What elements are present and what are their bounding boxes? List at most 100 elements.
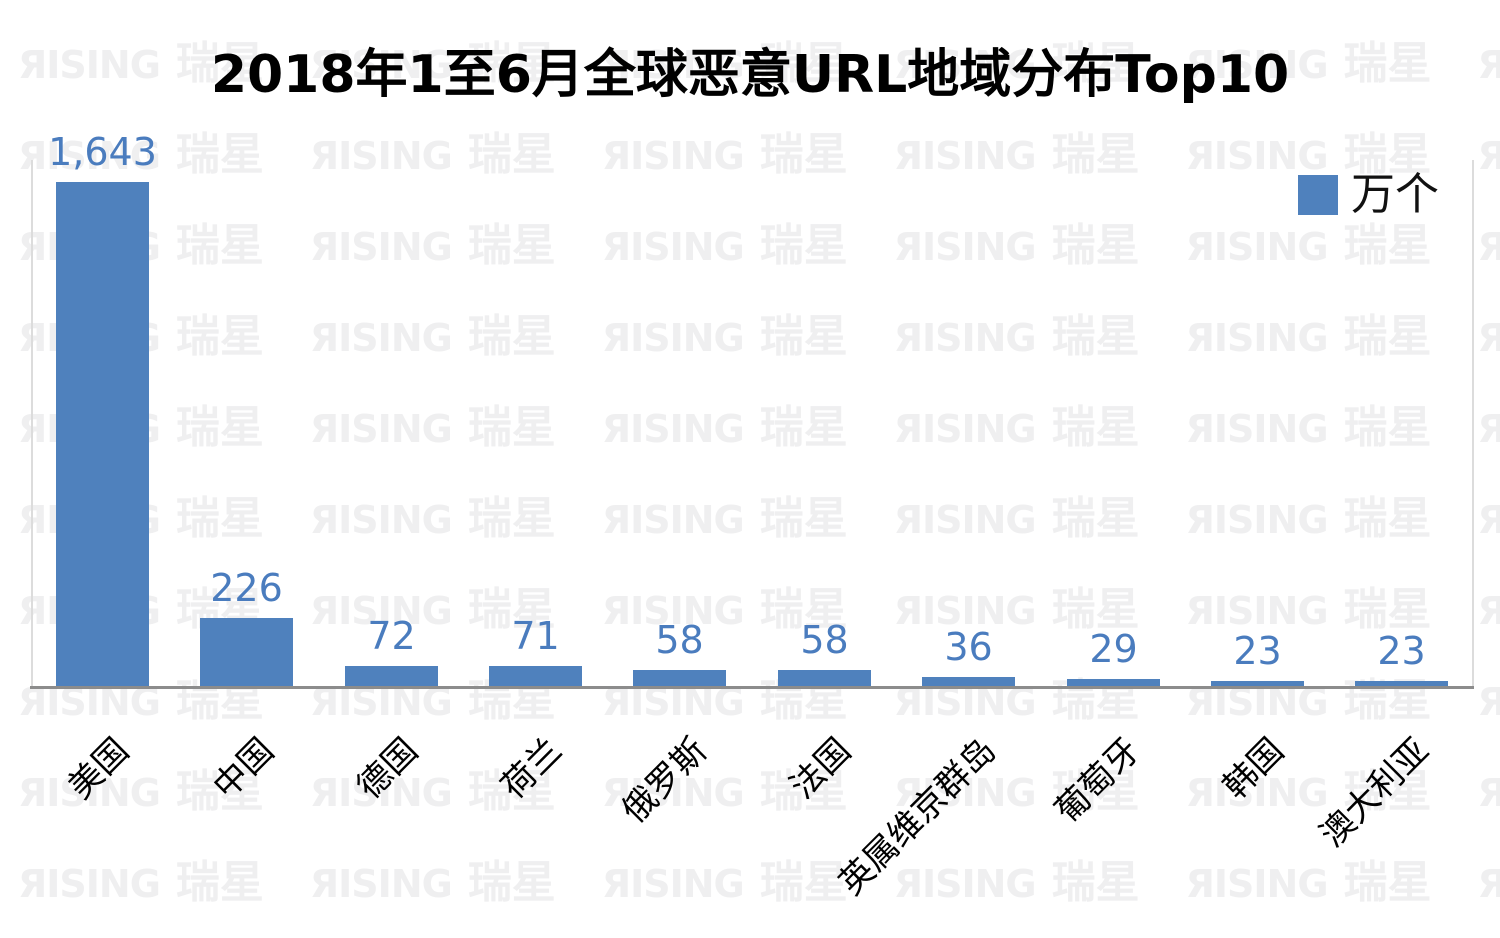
rising-logo-cn: 瑞星 — [175, 311, 264, 362]
rising-logo-watermark-row: ЯISING 瑞星 ЯISING 瑞星 ЯISING 瑞星 ЯISING 瑞星 ЯISING 瑞星… — [18, 404, 1500, 452]
rising-logo-text: ЯISING — [1185, 407, 1329, 451]
rising-logo-cn: 瑞星 — [1343, 129, 1432, 180]
rising-logo-cn: 瑞星 — [175, 220, 264, 271]
rising-logo-watermark-row: ЯISING 瑞星 ЯISING 瑞星 ЯISING 瑞星 ЯISING 瑞星 ЯISING 瑞星… — [18, 859, 1500, 907]
rising-logo-cn: 瑞星 — [1051, 220, 1140, 271]
rising-logo-text: ЯISING — [1477, 225, 1500, 269]
rising-logo-text: ЯISING — [1477, 589, 1500, 633]
bar-value-label: 58 — [800, 618, 849, 662]
plot-border-left — [31, 160, 33, 687]
rising-logo-text: ЯISING — [601, 498, 745, 542]
rising-logo-text: ЯISING — [1477, 316, 1500, 360]
rising-logo-text: ЯISING — [893, 862, 1037, 906]
rising-logo-text: ЯISING — [1185, 225, 1329, 269]
rising-logo-cn: 瑞星 — [467, 857, 556, 908]
bar-葡萄牙 — [1067, 679, 1160, 688]
rising-logo-text: ЯISING — [1185, 589, 1329, 633]
rising-logo-cn: 瑞星 — [759, 493, 848, 544]
rising-logo-cn: 瑞星 — [175, 493, 264, 544]
rising-logo-cn: 瑞星 — [467, 311, 556, 362]
rising-logo-text: ЯISING — [1477, 862, 1500, 906]
rising-logo-cn: 瑞星 — [467, 584, 556, 635]
rising-logo-cn: 瑞星 — [467, 220, 556, 271]
rising-logo-text: ЯISING — [601, 589, 745, 633]
bar-value-label: 1,643 — [48, 130, 157, 174]
rising-logo-cn: 瑞星 — [1343, 402, 1432, 453]
rising-logo-cn: 瑞星 — [759, 584, 848, 635]
legend: 万个 — [1298, 173, 1439, 217]
rising-logo-text: ЯISING — [1185, 862, 1329, 906]
rising-logo-text: ЯISING — [601, 43, 745, 87]
rising-logo-cn: 瑞星 — [1051, 129, 1140, 180]
rising-logo-text: ЯISING — [601, 771, 745, 815]
rising-logo-text: ЯISING — [893, 771, 1037, 815]
x-axis-line — [30, 686, 1474, 689]
rising-logo-watermark-row: ЯISING 瑞星 ЯISING 瑞星 ЯISING 瑞星 ЯISING 瑞星 ЯISING 瑞星… — [18, 40, 1500, 88]
rising-logo-cn: 瑞星 — [1343, 584, 1432, 635]
rising-logo-text: ЯISING — [309, 407, 453, 451]
bar-value-label: 36 — [944, 625, 993, 669]
rising-logo-text: ЯISING — [18, 43, 161, 87]
rising-logo-cn: 瑞星 — [1343, 766, 1432, 817]
rising-logo-watermark-row: ЯISING 瑞星 ЯISING 瑞星 ЯISING 瑞星 ЯISING 瑞星 ЯISING 瑞星… — [18, 768, 1500, 816]
rising-logo-cn: 瑞星 — [175, 766, 264, 817]
rising-logo-text: ЯISING — [1477, 680, 1500, 724]
rising-logo-text: ЯISING — [601, 134, 745, 178]
rising-logo-text: ЯISING — [893, 316, 1037, 360]
rising-logo-cn: 瑞星 — [1343, 38, 1432, 89]
rising-logo-cn: 瑞星 — [759, 857, 848, 908]
legend-label: 万个 — [1351, 169, 1439, 220]
bar-value-label: 23 — [1377, 629, 1426, 673]
rising-logo-text: ЯISING — [309, 862, 453, 906]
rising-logo-cn: 瑞星 — [175, 129, 264, 180]
rising-logo-text: ЯISING — [1185, 498, 1329, 542]
rising-logo-cn: 瑞星 — [1343, 220, 1432, 271]
rising-logo-cn: 瑞星 — [759, 220, 848, 271]
rising-logo-text: ЯISING — [18, 862, 161, 906]
rising-logo-text: ЯISING — [601, 225, 745, 269]
rising-logo-cn: 瑞星 — [1051, 402, 1140, 453]
rising-logo-text: ЯISING — [18, 134, 161, 178]
rising-logo-cn: 瑞星 — [759, 766, 848, 817]
rising-logo-cn: 瑞星 — [1343, 493, 1432, 544]
rising-logo-text: ЯISING — [893, 134, 1037, 178]
rising-logo-text: ЯISING — [309, 134, 453, 178]
rising-logo-text: ЯISING — [1185, 134, 1329, 178]
bar-value-label: 29 — [1089, 627, 1138, 671]
rising-logo-text: ЯISING — [1185, 43, 1329, 87]
rising-logo-cn: 瑞星 — [1051, 311, 1140, 362]
rising-logo-text: ЯISING — [1477, 771, 1500, 815]
bar-value-label: 72 — [367, 614, 416, 658]
bar-美国 — [56, 182, 149, 688]
rising-logo-text: ЯISING — [309, 316, 453, 360]
rising-logo-text: ЯISING — [309, 589, 453, 633]
rising-logo-cn: 瑞星 — [467, 129, 556, 180]
rising-logo-cn: 瑞星 — [1051, 493, 1140, 544]
rising-logo-text: ЯISING — [1185, 316, 1329, 360]
rising-logo-cn: 瑞星 — [175, 857, 264, 908]
bar-英属维京群岛 — [922, 677, 1015, 688]
rising-logo-cn: 瑞星 — [1343, 857, 1432, 908]
bar-俄罗斯 — [633, 670, 726, 688]
rising-logo-watermark-row: ЯISING 瑞星 ЯISING 瑞星 ЯISING 瑞星 ЯISING 瑞星 ЯISING 瑞星… — [18, 495, 1500, 543]
rising-logo-text: ЯISING — [18, 771, 161, 815]
rising-logo-text: ЯISING — [1185, 771, 1329, 815]
rising-logo-text: ЯISING — [1477, 407, 1500, 451]
rising-logo-cn: 瑞星 — [175, 402, 264, 453]
bar-法国 — [778, 670, 871, 688]
rising-logo-cn: 瑞星 — [759, 38, 848, 89]
bar-value-label: 23 — [1233, 629, 1282, 673]
plot-border-right — [1472, 160, 1474, 687]
rising-logo-cn: 瑞星 — [1343, 311, 1432, 362]
rising-logo-cn: 瑞星 — [467, 38, 556, 89]
rising-logo-text: ЯISING — [309, 771, 453, 815]
rising-logo-text: ЯISING — [309, 43, 453, 87]
rising-logo-cn: 瑞星 — [1051, 857, 1140, 908]
bar-value-label: 226 — [210, 566, 283, 610]
rising-logo-cn: 瑞星 — [759, 402, 848, 453]
rising-logo-text: ЯISING — [1477, 134, 1500, 178]
rising-logo-text: ЯISING — [893, 407, 1037, 451]
